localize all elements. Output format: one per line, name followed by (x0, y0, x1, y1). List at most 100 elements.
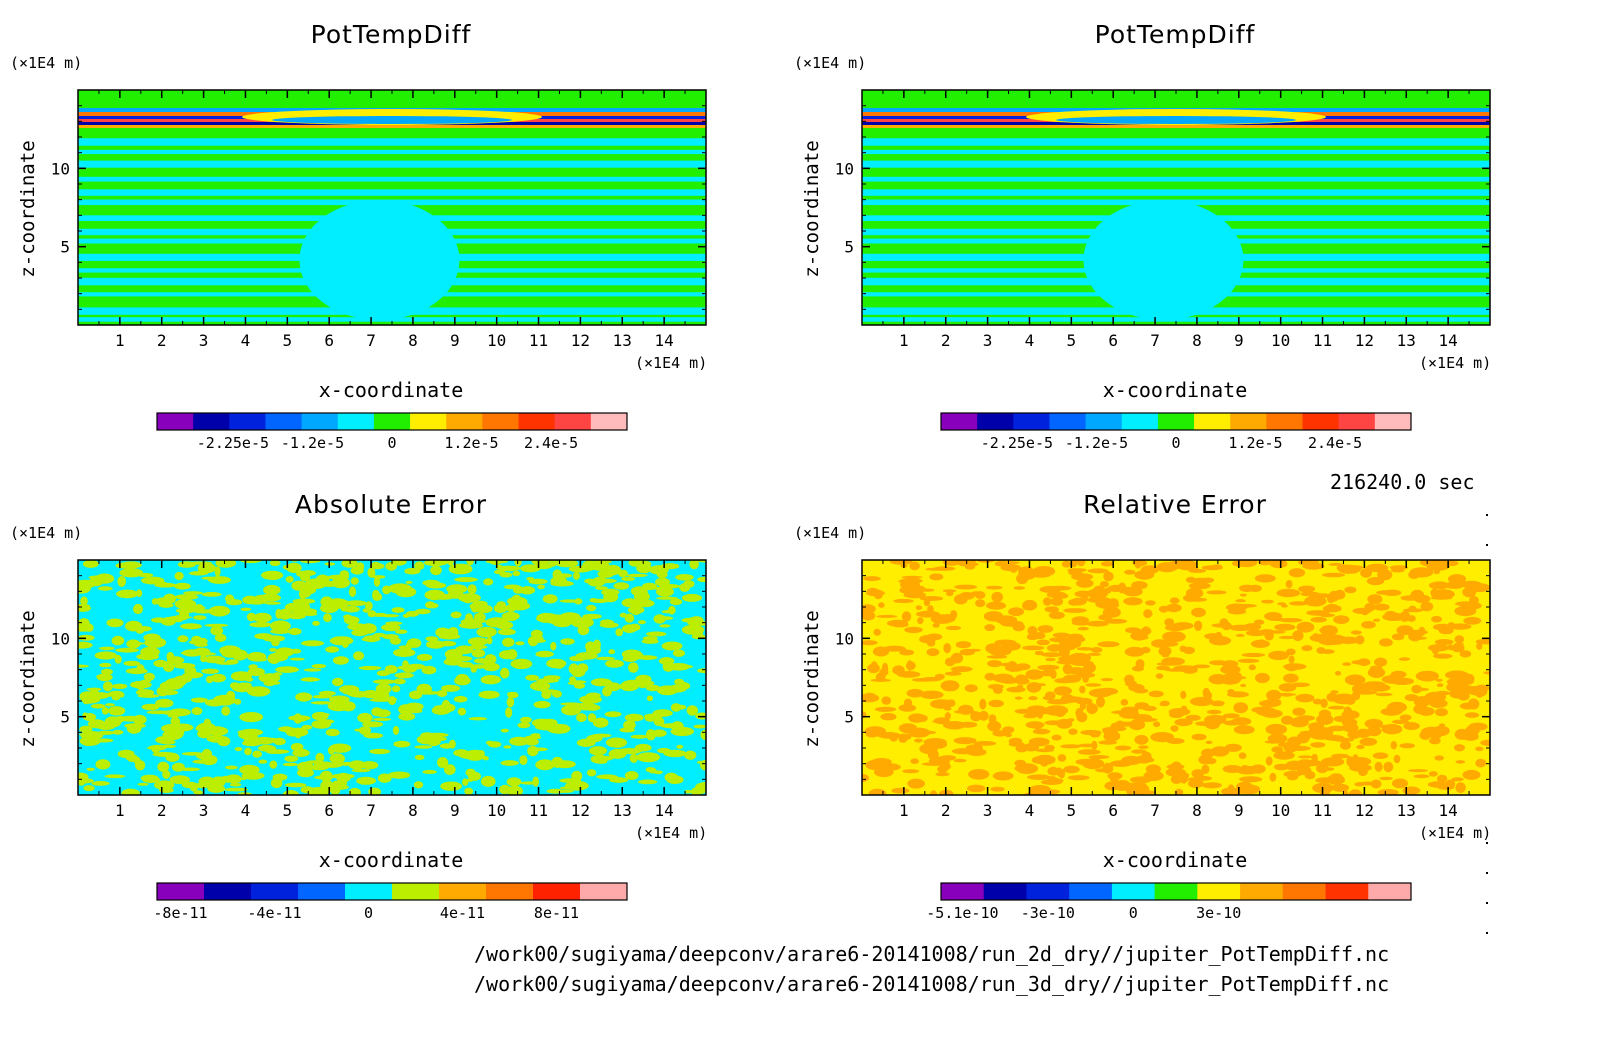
x-tick-label: 1 (115, 801, 125, 820)
field-speckle (1308, 722, 1325, 731)
x-tick-label: 4 (241, 331, 251, 350)
field-speckle (1063, 608, 1087, 613)
field-speckle (906, 660, 913, 671)
field-speckle (1129, 782, 1137, 787)
field-speckle (377, 773, 392, 783)
field-speckle (975, 599, 986, 608)
x-tick-label: 8 (1192, 331, 1202, 350)
x-tick-label: 3 (199, 801, 209, 820)
colorbar-swatch (1049, 413, 1087, 430)
field-speckle (507, 596, 528, 606)
field-speckle (555, 560, 579, 568)
y-axis-unit: (×1E4 m) (10, 524, 83, 542)
field-speckle (1188, 582, 1211, 590)
field-speckle (1096, 696, 1105, 708)
field-speckle (593, 639, 601, 651)
field-speckle (862, 640, 878, 646)
field-speckle (1227, 691, 1249, 698)
field-speckle (535, 650, 554, 658)
field-speckle (1100, 678, 1114, 682)
x-axis-label: x-coordinate (318, 378, 464, 402)
field-speckle (1114, 745, 1132, 751)
field-speckle (661, 641, 683, 651)
field-speckle (207, 784, 226, 793)
field-blob (299, 200, 460, 320)
field-speckle (1046, 644, 1062, 652)
field-speckle (525, 674, 539, 681)
field-speckle (1235, 599, 1246, 603)
field-speckle (876, 614, 898, 618)
field-speckle (348, 586, 357, 597)
x-tick-label: 8 (408, 801, 418, 820)
field-speckle (1398, 657, 1411, 661)
field-speckle (1444, 560, 1459, 566)
field-speckle (1241, 765, 1249, 769)
field-band (78, 176, 706, 182)
colorbar-swatch (533, 883, 581, 900)
field-speckle (267, 653, 281, 664)
field-speckle (301, 612, 318, 616)
field-speckle (329, 753, 345, 764)
field-speckle (1250, 764, 1266, 774)
colorbar-tick-label: 1.2e-5 (1228, 434, 1282, 452)
x-axis-label: x-coordinate (1102, 848, 1248, 872)
field-speckle (249, 622, 272, 628)
field-speckle (1143, 770, 1164, 781)
colorbar-swatch (518, 413, 556, 430)
field-speckle (455, 673, 469, 684)
y-axis-unit: (×1E4 m) (10, 54, 83, 72)
field-speckle (862, 773, 870, 783)
field-speckle (1427, 560, 1447, 566)
field-speckle (125, 668, 148, 675)
field-speckle (241, 771, 265, 780)
field-speckle (1124, 674, 1135, 685)
field-speckle (595, 586, 608, 590)
field-speckle (925, 567, 947, 571)
field-speckle (120, 715, 141, 722)
colorbar-tick-label: -3e-10 (1021, 904, 1075, 922)
field-speckle (188, 640, 206, 645)
field-speckle (394, 672, 414, 679)
colorbar-tick-label: -1.2e-5 (281, 434, 344, 452)
field-speckle (1121, 706, 1139, 713)
colorbar-swatch (1121, 413, 1159, 430)
x-tick-label: 5 (283, 801, 293, 820)
field-speckle (151, 617, 168, 623)
field-speckle (362, 608, 371, 613)
field-speckle (991, 591, 1003, 603)
field-speckle (1091, 740, 1098, 750)
field-speckle (183, 591, 203, 595)
x-tick-label: 4 (1025, 331, 1035, 350)
field-speckle (1436, 683, 1444, 688)
field-speckle (1098, 740, 1118, 745)
field-speckle (326, 598, 349, 609)
field-speckle (532, 747, 548, 752)
x-tick-label: 6 (324, 801, 334, 820)
field-speckle (669, 598, 683, 606)
field-speckle (79, 725, 93, 733)
field-speckle (1323, 634, 1347, 645)
field-speckle (1233, 725, 1255, 735)
field-speckle (500, 728, 509, 733)
field-blob (1083, 200, 1244, 320)
field-speckle (1040, 669, 1056, 677)
field-speckle (359, 726, 371, 735)
field-speckle (1390, 741, 1397, 750)
field-speckle (1140, 790, 1156, 795)
field-speckle (1454, 744, 1465, 752)
field-speckle (191, 707, 203, 716)
field-speckle (1164, 618, 1175, 627)
field-speckle (990, 786, 1005, 792)
field-speckle (653, 717, 665, 727)
colorbar-swatch (580, 883, 628, 900)
field-speckle (372, 679, 397, 685)
field-speckle (605, 659, 624, 668)
x-tick-label: 11 (529, 801, 548, 820)
field-speckle (231, 683, 253, 693)
field-speckle (1034, 650, 1044, 656)
field-speckle (374, 696, 382, 700)
field-speckle (544, 614, 568, 624)
field-speckle (889, 560, 913, 565)
field-speckle (1344, 586, 1357, 594)
field-speckle (917, 730, 937, 735)
